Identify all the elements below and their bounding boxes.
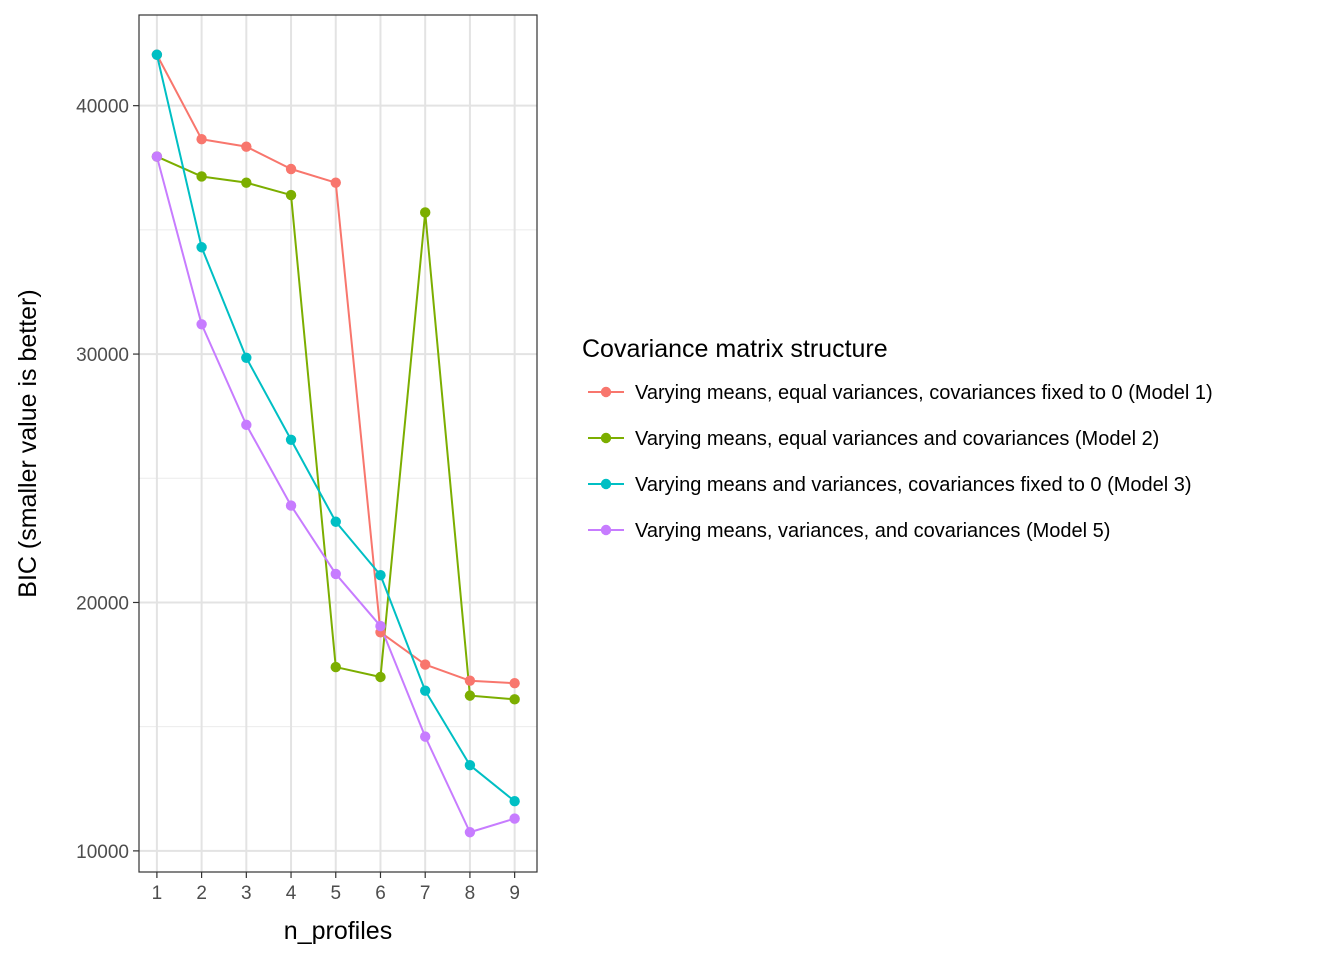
x-tick-label: 5 <box>330 883 341 904</box>
data-point <box>285 434 297 445</box>
x-tick-label: 9 <box>509 883 520 904</box>
series-points <box>151 49 520 838</box>
plot-panel-border <box>138 14 538 873</box>
data-point <box>509 694 520 705</box>
data-point <box>196 319 207 330</box>
data-point <box>285 500 297 511</box>
legend-item: Varying means and variances, covariances… <box>588 474 1192 496</box>
data-point <box>151 151 163 162</box>
legend-title: Covariance matrix structure <box>582 335 888 363</box>
legend-key-point <box>600 386 612 398</box>
data-point <box>464 675 476 686</box>
x-axis: 1 2 3 4 5 6 7 8 9 <box>152 872 520 904</box>
data-point <box>375 671 386 683</box>
data-point <box>330 568 341 580</box>
x-tick-label: 6 <box>375 883 386 904</box>
x-tick-label: 2 <box>196 883 207 904</box>
data-point <box>509 813 520 824</box>
legend-item: Varying means, equal variances and covar… <box>588 428 1159 450</box>
data-point <box>196 242 207 253</box>
data-point <box>241 352 252 363</box>
data-point <box>241 419 252 431</box>
data-point <box>285 163 297 175</box>
data-point <box>330 661 341 673</box>
data-point <box>420 659 431 670</box>
data-point <box>420 731 431 742</box>
x-axis-title: n_profiles <box>284 917 392 945</box>
y-tick-label: 30000 <box>76 345 129 366</box>
data-point <box>375 620 386 632</box>
legend-label: Varying means, variances, and covariance… <box>635 520 1110 542</box>
data-point <box>509 678 520 689</box>
legend-item: Varying means, equal variances, covarian… <box>588 382 1213 404</box>
data-point <box>196 134 207 145</box>
y-tick-label: 20000 <box>76 593 129 614</box>
y-tick-label: 10000 <box>76 842 129 863</box>
legend-items: Varying means, equal variances, covarian… <box>588 382 1213 542</box>
y-axis-title: BIC (smaller value is better) <box>14 289 42 597</box>
data-point <box>420 207 431 218</box>
data-point <box>241 177 252 188</box>
x-tick-label: 1 <box>152 883 163 904</box>
x-tick-label: 4 <box>286 883 297 904</box>
legend-key-point <box>600 524 612 536</box>
data-point <box>285 189 297 201</box>
legend-label: Varying means, equal variances and covar… <box>635 428 1159 450</box>
data-point <box>330 516 341 527</box>
data-point <box>420 685 431 696</box>
x-tick-label: 8 <box>465 883 476 904</box>
x-tick-label: 3 <box>241 883 252 904</box>
legend-key-point <box>600 432 612 444</box>
data-point <box>464 759 476 771</box>
data-point <box>241 141 252 152</box>
data-point <box>375 569 386 581</box>
legend-item: Varying means, variances, and covariance… <box>588 520 1110 542</box>
data-point <box>509 796 520 807</box>
legend-key-point <box>600 478 612 490</box>
data-point <box>330 177 341 188</box>
data-point <box>196 171 207 182</box>
data-point <box>464 690 476 701</box>
data-point <box>464 827 476 838</box>
y-axis: 10000 20000 30000 40000 <box>76 97 139 863</box>
data-point <box>151 49 163 60</box>
legend: Covariance matrix structure Varying mean… <box>582 335 1213 542</box>
x-tick-label: 7 <box>420 883 431 904</box>
legend-label: Varying means, equal variances, covarian… <box>635 382 1213 404</box>
y-tick-label: 40000 <box>76 97 129 118</box>
legend-label: Varying means and variances, covariances… <box>635 474 1192 496</box>
